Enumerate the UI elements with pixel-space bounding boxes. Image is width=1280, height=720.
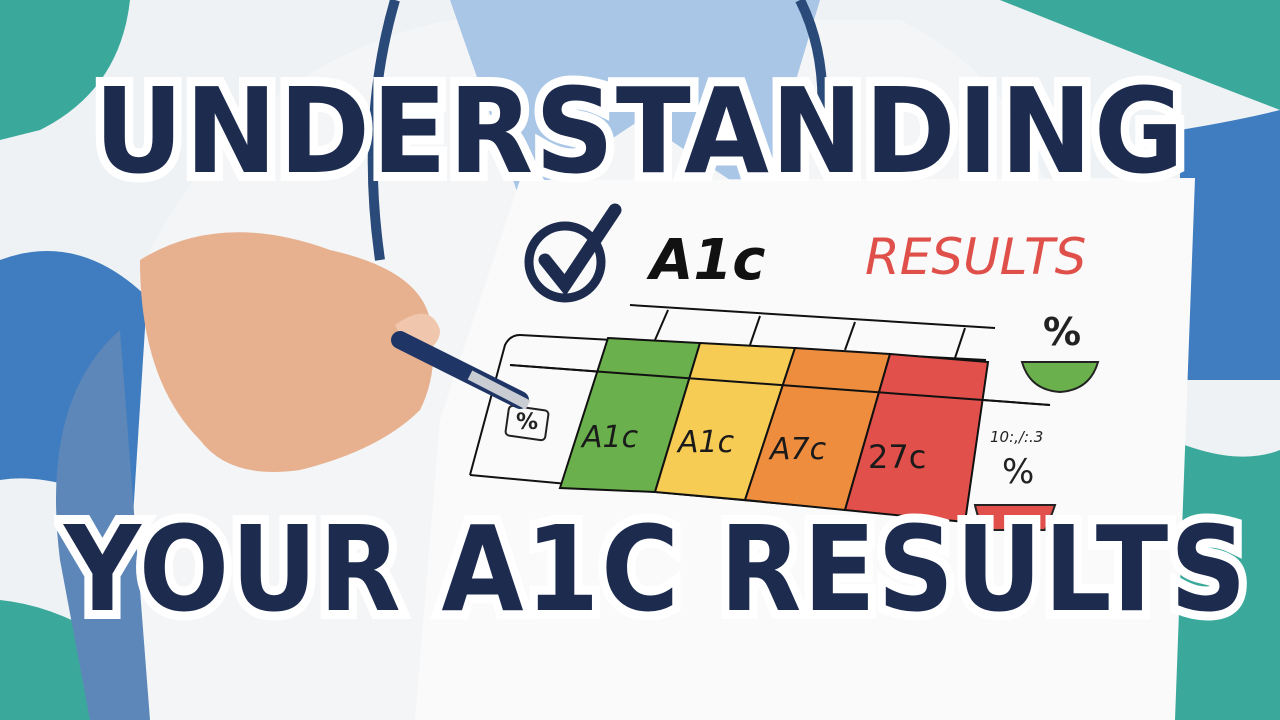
check-circle-icon	[524, 221, 606, 303]
cell-yellow: A1c	[678, 425, 735, 460]
percent-box	[504, 404, 550, 442]
a1c-logo-text: A1c	[650, 228, 766, 293]
right-percent-bottom: %	[1002, 452, 1035, 492]
checkmark-icon	[538, 203, 622, 297]
cell-green: A1c	[582, 420, 639, 455]
red-gauge-icon	[973, 504, 1057, 531]
right-percent-top: %	[1043, 310, 1082, 354]
cell-orange: A7c	[770, 432, 827, 467]
hand	[140, 232, 434, 472]
right-small-text: 10:,/:.3	[990, 428, 1044, 446]
headline-line-2: YOUR A1C RESULTS	[56, 491, 1255, 647]
results-text: RESULTS	[865, 228, 1087, 286]
headline-line-1: UNDERSTANDING	[86, 53, 1193, 209]
cell-red: 27c	[868, 438, 927, 476]
red-band	[843, 352, 990, 524]
green-gauge-icon	[1020, 361, 1100, 394]
percent-box-label: %	[516, 410, 539, 435]
